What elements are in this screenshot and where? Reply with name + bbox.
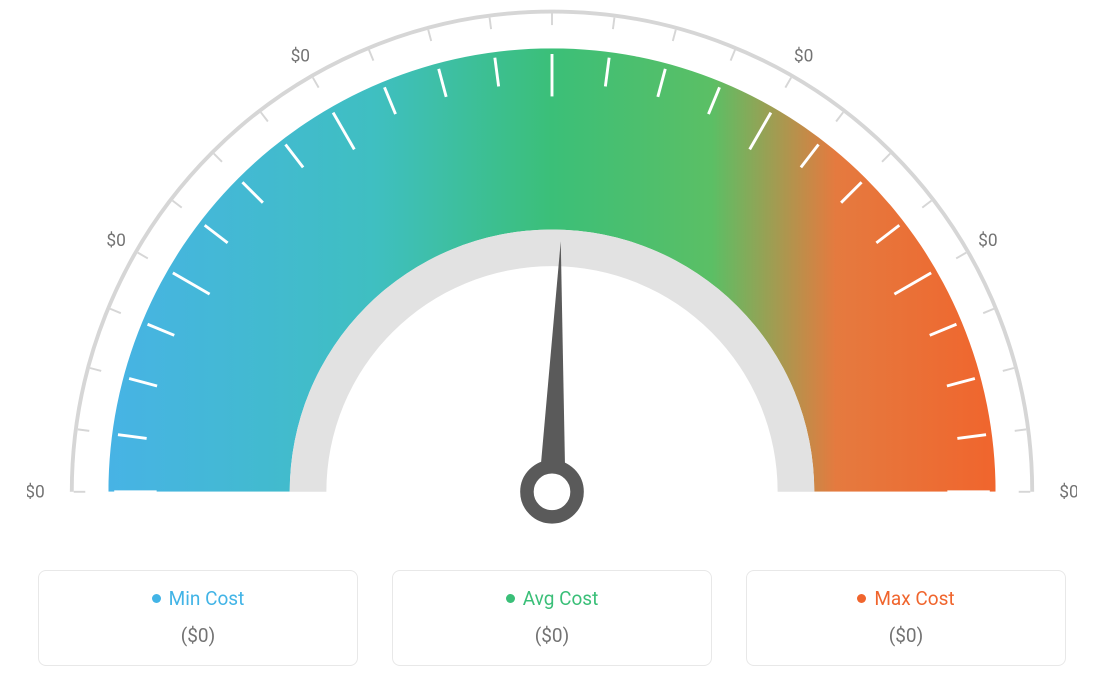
legend-value-max: ($0) [757,624,1055,647]
legend-value-min: ($0) [49,624,347,647]
tick-label: $0 [794,47,814,67]
legend-title-min: Min Cost [49,587,347,610]
needle-hub [527,467,577,517]
tick-label: $0 [106,231,126,251]
legend-dot-min [152,594,161,603]
legend-title-avg: Avg Cost [403,587,701,610]
legend-card-max: Max Cost ($0) [746,570,1066,666]
tick-label: $0 [978,231,998,251]
gauge-chart-container: $0$0$0$0$0$0$0 Min Cost ($0) Avg Cost ($… [0,0,1104,690]
legend-label-min: Min Cost [169,587,245,610]
tick-label: $0 [1059,483,1077,503]
needle-pointer [539,241,566,492]
legend-title-max: Max Cost [757,587,1055,610]
legend-dot-max [857,594,866,603]
tick-label: $0 [27,483,45,503]
legend-label-max: Max Cost [874,587,954,610]
legend: Min Cost ($0) Avg Cost ($0) Max Cost ($0… [38,570,1066,666]
gauge-svg: $0$0$0$0$0$0$0 [27,0,1077,540]
legend-value-avg: ($0) [403,624,701,647]
tick-label: $0 [291,47,311,67]
legend-dot-avg [506,594,515,603]
gauge-wrap: $0$0$0$0$0$0$0 [27,0,1077,540]
needle [527,241,577,517]
legend-card-avg: Avg Cost ($0) [392,570,712,666]
legend-label-avg: Avg Cost [523,587,599,610]
legend-card-min: Min Cost ($0) [38,570,358,666]
